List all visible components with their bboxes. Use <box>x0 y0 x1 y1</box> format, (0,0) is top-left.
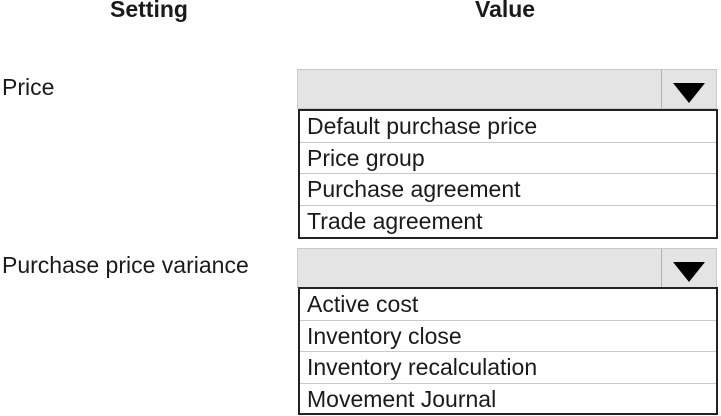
variance-dropdown[interactable] <box>297 248 717 288</box>
option-active-cost[interactable]: Active cost <box>300 289 716 321</box>
price-label: Price <box>2 74 55 100</box>
divider <box>661 70 662 108</box>
option-movement-journal[interactable]: Movement Journal <box>307 385 497 412</box>
purchase-price-variance-label: Purchase price variance <box>2 252 249 278</box>
dropdown-arrow-icon[interactable] <box>673 83 705 103</box>
price-dropdown[interactable] <box>297 69 717 109</box>
option-trade-agreement[interactable]: Trade agreement <box>307 207 483 234</box>
dropdown-arrow-icon[interactable] <box>673 262 705 282</box>
setting-header: Setting <box>110 0 188 22</box>
price-options-list: Default purchase price Price group Purch… <box>298 109 718 239</box>
option-inventory-recalculation[interactable]: Inventory recalculation <box>300 352 716 384</box>
option-price-group[interactable]: Price group <box>300 143 716 174</box>
divider <box>661 249 662 287</box>
value-header: Value <box>475 0 536 22</box>
option-inventory-close[interactable]: Inventory close <box>300 321 716 352</box>
option-purchase-agreement[interactable]: Purchase agreement <box>300 174 716 206</box>
variance-options-list: Active cost Inventory close Inventory re… <box>298 287 718 415</box>
option-default-purchase-price[interactable]: Default purchase price <box>300 111 716 143</box>
